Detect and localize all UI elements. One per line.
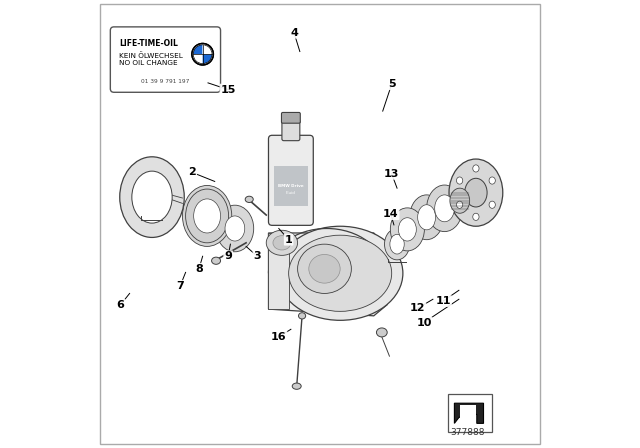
Text: 13: 13 (384, 169, 399, 179)
Text: 8: 8 (195, 264, 203, 274)
FancyBboxPatch shape (282, 120, 300, 141)
Circle shape (192, 43, 213, 65)
Ellipse shape (266, 230, 298, 255)
Text: 12: 12 (410, 303, 426, 313)
Text: 10: 10 (416, 318, 431, 327)
Ellipse shape (277, 226, 403, 320)
Ellipse shape (298, 313, 306, 319)
Text: LIFE-TIME-OIL: LIFE-TIME-OIL (119, 39, 178, 47)
Text: 16: 16 (271, 332, 287, 342)
Ellipse shape (182, 185, 232, 246)
Ellipse shape (473, 213, 479, 220)
Ellipse shape (390, 234, 404, 254)
Ellipse shape (390, 208, 424, 251)
Ellipse shape (456, 201, 463, 208)
Ellipse shape (289, 235, 392, 311)
Ellipse shape (410, 195, 444, 240)
Ellipse shape (216, 205, 253, 252)
FancyBboxPatch shape (448, 394, 493, 432)
Text: KEIN ÖLWECHSEL: KEIN ÖLWECHSEL (119, 52, 183, 59)
Text: 01 39 9 791 197: 01 39 9 791 197 (141, 79, 189, 84)
FancyBboxPatch shape (282, 112, 300, 123)
Text: 377888: 377888 (450, 428, 484, 437)
Wedge shape (203, 45, 212, 54)
FancyBboxPatch shape (110, 27, 221, 92)
Text: 4: 4 (290, 28, 298, 38)
Ellipse shape (450, 188, 470, 213)
Ellipse shape (298, 244, 351, 293)
Ellipse shape (186, 189, 228, 243)
Ellipse shape (489, 201, 495, 208)
Ellipse shape (308, 254, 340, 283)
Circle shape (193, 45, 212, 64)
Text: 5: 5 (388, 79, 396, 89)
Text: 7: 7 (177, 281, 184, 291)
Wedge shape (203, 54, 212, 64)
Ellipse shape (473, 165, 479, 172)
Ellipse shape (456, 177, 463, 184)
Ellipse shape (435, 195, 454, 222)
Ellipse shape (225, 216, 244, 241)
Ellipse shape (292, 383, 301, 389)
Ellipse shape (427, 185, 463, 232)
Text: 9: 9 (224, 251, 232, 261)
Ellipse shape (376, 328, 387, 337)
Ellipse shape (245, 196, 253, 202)
Polygon shape (269, 233, 289, 309)
Polygon shape (269, 233, 389, 316)
Text: 2: 2 (188, 168, 196, 177)
Ellipse shape (212, 257, 221, 264)
Text: NO OIL CHANGE: NO OIL CHANGE (119, 60, 178, 66)
Ellipse shape (273, 236, 291, 250)
Ellipse shape (120, 157, 184, 237)
Text: Fluid: Fluid (286, 191, 296, 194)
Wedge shape (193, 54, 203, 64)
Text: 6: 6 (116, 300, 125, 310)
Ellipse shape (489, 177, 495, 184)
Text: 14: 14 (383, 209, 399, 219)
Ellipse shape (465, 178, 487, 207)
Polygon shape (454, 403, 484, 423)
Text: 15: 15 (220, 85, 236, 95)
Text: 1: 1 (285, 235, 292, 245)
Wedge shape (193, 45, 203, 54)
Ellipse shape (398, 218, 416, 241)
Ellipse shape (385, 228, 410, 260)
FancyBboxPatch shape (269, 135, 314, 225)
Text: BMW Drive: BMW Drive (278, 184, 304, 188)
Ellipse shape (194, 199, 221, 233)
FancyBboxPatch shape (274, 166, 308, 206)
Ellipse shape (132, 171, 172, 223)
Text: 11: 11 (435, 296, 451, 306)
Ellipse shape (418, 205, 436, 230)
Ellipse shape (449, 159, 503, 226)
Polygon shape (460, 405, 476, 422)
Text: 3: 3 (253, 251, 261, 261)
